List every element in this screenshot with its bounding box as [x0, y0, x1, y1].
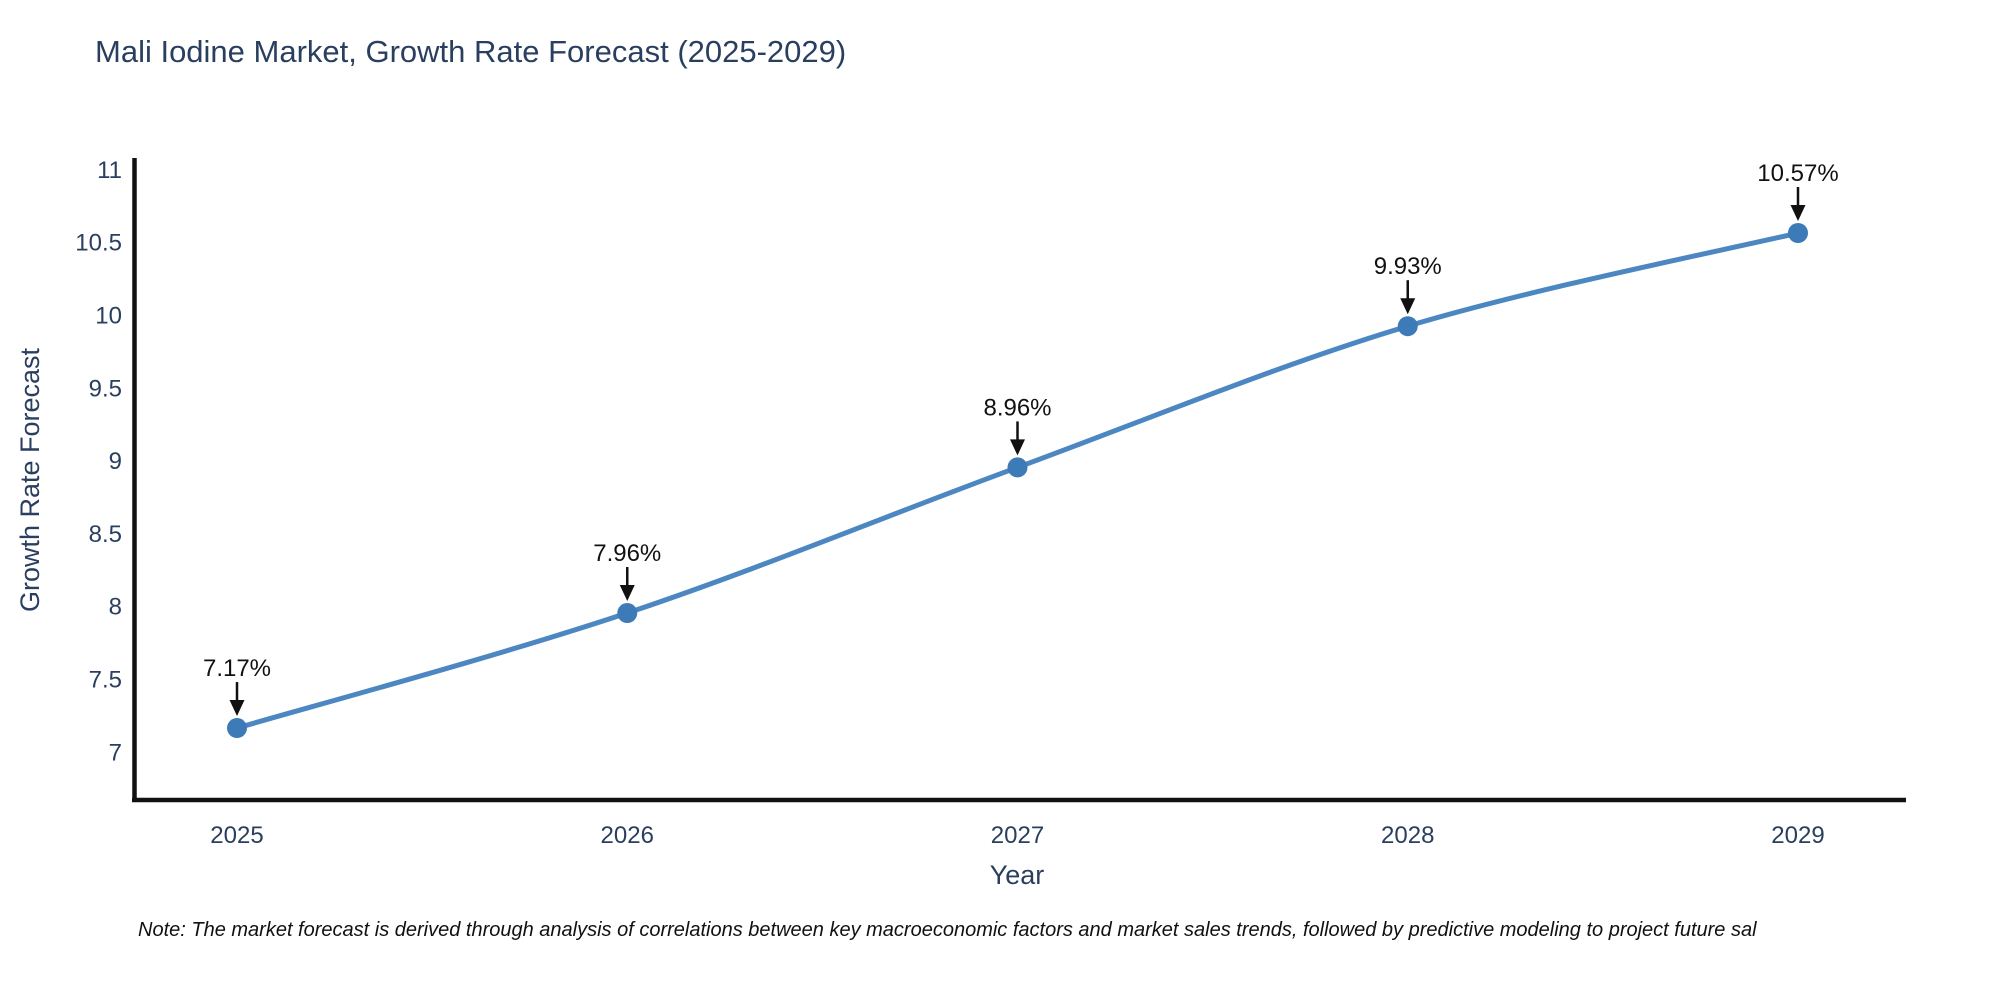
y-tick-label: 9: [109, 448, 122, 475]
annotation-arrowhead-icon: [619, 585, 635, 602]
data-point-marker: [617, 603, 638, 624]
data-point-marker: [1788, 223, 1808, 244]
y-axis-title: Growth Rate Forecast: [15, 347, 45, 613]
y-tick-label: 10: [95, 303, 122, 330]
annotation-arrowhead-icon: [1790, 205, 1806, 222]
y-tick-label: 11: [97, 157, 122, 184]
annotation-arrowhead-icon: [229, 700, 245, 717]
data-point-label: 8.96%: [983, 394, 1051, 421]
x-tick-label: 2029: [1771, 822, 1824, 849]
x-axis-title: Year: [989, 860, 1045, 890]
growth-rate-line: [234, 230, 1801, 731]
x-tick-label: 2027: [991, 822, 1044, 849]
x-tick-label: 2026: [601, 822, 654, 849]
data-point-label: 10.57%: [1757, 160, 1838, 187]
x-tick-label: 2028: [1381, 822, 1434, 849]
y-tick-label: 10.5: [75, 230, 122, 257]
data-point-marker: [1397, 316, 1418, 337]
chart-title: Mali Iodine Market, Growth Rate Forecast…: [95, 34, 847, 69]
y-tick-label: 7.5: [89, 667, 122, 694]
annotation-arrowhead-icon: [1010, 439, 1025, 456]
data-point-marker: [1007, 457, 1028, 478]
data-point-label: 7.96%: [593, 540, 661, 567]
data-point-marker: [227, 718, 247, 739]
footnote: Note: The market forecast is derived thr…: [138, 919, 1757, 941]
y-tick-label: 8: [109, 594, 122, 621]
data-point-label: 7.17%: [203, 655, 271, 682]
y-tick-label: 9.5: [89, 375, 122, 402]
y-tick-label: 7: [109, 739, 122, 766]
y-tick-label: 8.5: [89, 521, 122, 548]
data-point-label: 9.93%: [1374, 253, 1442, 280]
annotation-arrowhead-icon: [1400, 298, 1416, 315]
x-tick-label: 2025: [210, 822, 263, 849]
